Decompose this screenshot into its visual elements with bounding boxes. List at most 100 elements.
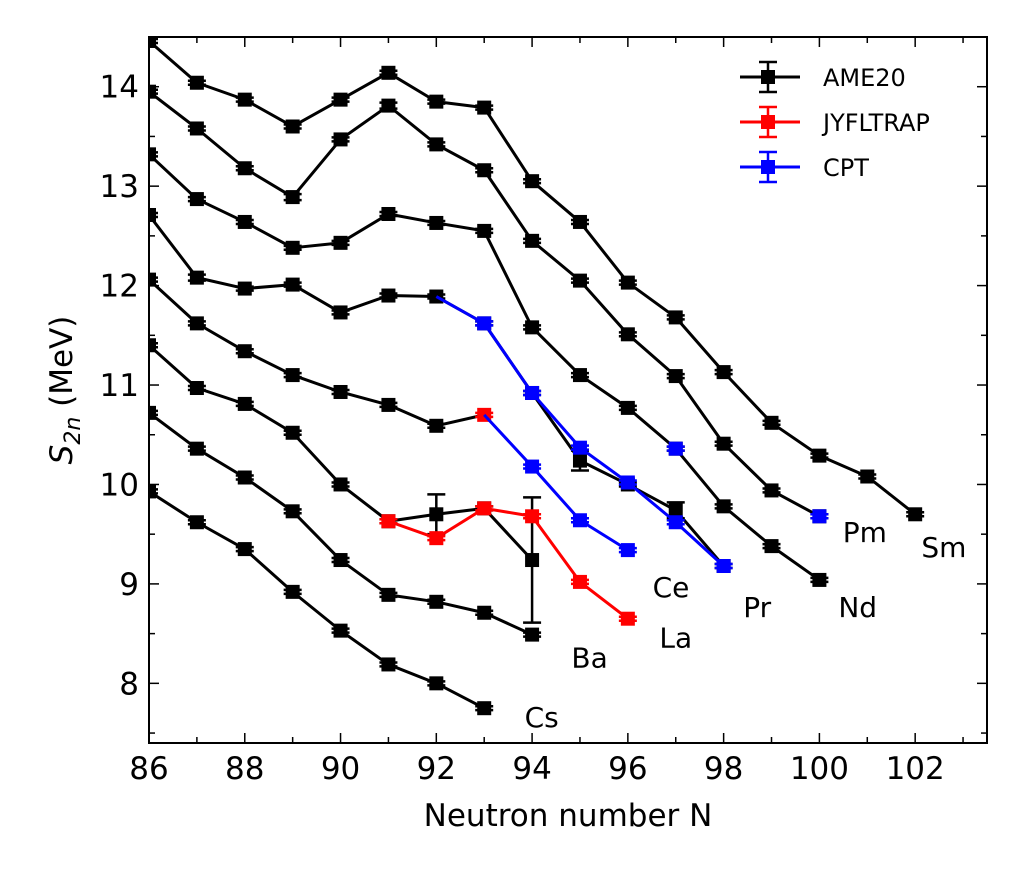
series-line <box>149 411 533 636</box>
data-point <box>189 316 204 331</box>
legend-marker <box>761 115 775 129</box>
series-label-sm: Sm <box>921 531 966 564</box>
legend-label: AME20 <box>823 64 906 92</box>
series-label-la: La <box>659 622 692 655</box>
data-point <box>668 310 683 325</box>
data-point <box>572 273 587 288</box>
series-la-jyfltrap <box>379 501 637 626</box>
series-label-ce: Ce <box>653 571 690 604</box>
axis-ticks <box>148 36 987 743</box>
data-point <box>237 470 252 485</box>
data-point <box>237 281 252 296</box>
legend-label: CPT <box>823 154 869 182</box>
series-label-pm: Pm <box>843 516 887 549</box>
data-point <box>285 368 300 383</box>
data-point <box>716 436 731 451</box>
legend-marker <box>761 160 775 174</box>
data-point <box>381 514 396 529</box>
series-labels: Sm Pm Nd Pr Ce La Ba Cs <box>525 516 967 734</box>
x-tick-label: 100 <box>790 751 849 787</box>
data-point <box>908 507 923 522</box>
plot-frame <box>148 36 988 744</box>
data-point <box>525 553 540 568</box>
data-point <box>381 65 396 80</box>
data-point <box>572 574 587 589</box>
series-label-ba: Ba <box>571 641 607 674</box>
data-point <box>429 94 444 109</box>
data-point <box>189 515 204 530</box>
legend-item-jyfltrap: JYFLTRAP <box>740 105 930 139</box>
x-tick-label: 98 <box>704 751 743 787</box>
data-point <box>149 484 156 499</box>
data-point <box>572 513 587 528</box>
data-point <box>381 206 396 221</box>
data-point <box>477 605 492 620</box>
data-point <box>525 459 540 474</box>
y-tick-label: 13 <box>100 169 139 205</box>
data-point <box>237 396 252 411</box>
data-point <box>189 121 204 136</box>
data-point <box>285 504 300 519</box>
series-line <box>387 506 629 620</box>
data-point <box>525 627 540 642</box>
series-label-pr: Pr <box>743 591 771 624</box>
data-point <box>149 84 156 99</box>
y-axis-title: S2n (MeV) <box>44 316 86 465</box>
data-point <box>860 469 875 484</box>
data-point <box>668 369 683 384</box>
data-point <box>381 397 396 412</box>
series-ba-ame20 <box>149 405 542 642</box>
y-tick-label: 8 <box>119 666 139 702</box>
series-ce-ame20 <box>149 272 446 433</box>
data-point <box>149 37 156 48</box>
data-point <box>237 542 252 557</box>
x-tick-label: 92 <box>417 751 456 787</box>
series-label-nd: Nd <box>838 591 877 624</box>
series-ce-cpt <box>483 413 637 558</box>
x-tick-label: 90 <box>321 751 360 787</box>
data-point <box>333 384 348 399</box>
y-tick-label: 12 <box>100 269 139 305</box>
data-point <box>716 559 731 574</box>
y-tick-label: 9 <box>119 567 139 603</box>
data-point <box>764 539 779 554</box>
data-point <box>572 440 587 455</box>
data-point <box>525 385 540 400</box>
legend-item-ame20: AME20 <box>740 60 906 94</box>
series-line <box>483 413 629 552</box>
data-point <box>333 305 348 320</box>
series-line <box>149 39 917 516</box>
data-point <box>525 320 540 335</box>
series-layer <box>149 37 925 716</box>
data-point <box>812 448 827 463</box>
data-point <box>333 553 348 568</box>
data-point <box>333 92 348 107</box>
data-point <box>149 338 156 353</box>
data-point <box>477 701 492 716</box>
y-axis-title-symbol: S <box>44 445 80 465</box>
series-cs-ame20 <box>149 484 494 716</box>
data-point <box>716 499 731 514</box>
data-point <box>333 623 348 638</box>
data-point <box>333 235 348 250</box>
data-point <box>572 214 587 229</box>
data-point <box>189 75 204 90</box>
data-point <box>237 344 252 359</box>
data-point <box>429 531 444 546</box>
data-point <box>149 405 156 420</box>
data-point <box>620 275 635 290</box>
series-nd-ame20 <box>149 147 829 587</box>
y-tick-label: 10 <box>100 467 139 503</box>
series-pm-ame20 <box>149 84 829 524</box>
axis-tick-labels: 86 88 90 92 94 96 98 100 102 8 9 10 11 12 13 14 <box>100 70 945 787</box>
data-point <box>668 515 683 530</box>
data-point <box>764 415 779 430</box>
data-point <box>237 161 252 176</box>
data-point <box>668 441 683 456</box>
data-point <box>525 233 540 248</box>
series-la-ame20 <box>149 338 542 624</box>
data-point <box>620 543 635 558</box>
data-point <box>716 365 731 380</box>
svg-text:S2n (MeV): S2n (MeV) <box>44 316 86 465</box>
data-point <box>285 119 300 134</box>
